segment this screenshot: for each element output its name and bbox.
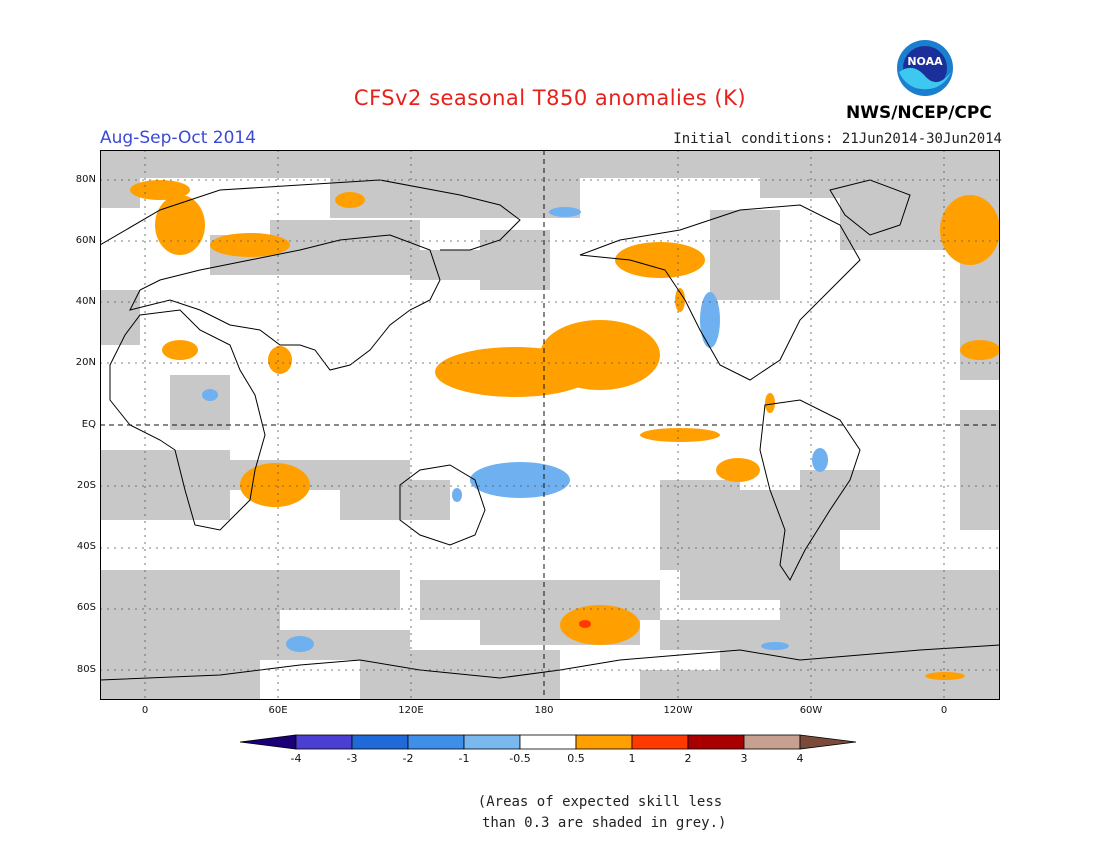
agency-label: NWS/NCEP/CPC	[846, 103, 992, 123]
colorbar-tick-label: -0.5	[509, 752, 531, 765]
lon-label-0: 0	[141, 705, 149, 716]
coastlines	[100, 179, 1000, 681]
lat-label-60s: 60S	[76, 602, 96, 613]
lon-label-60e: 60E	[268, 705, 288, 716]
colorbar-segment-7	[631, 734, 689, 750]
colorbar-segment-8	[687, 734, 745, 750]
lat-label-80n: 80N	[75, 174, 96, 185]
colorbar-tick-label: -1	[458, 752, 470, 765]
skill-note: (Areas of expected skill less than 0.3 a…	[477, 794, 727, 831]
colorbar-segment-9	[743, 734, 801, 750]
lat-label-40n: 40N	[75, 296, 96, 307]
colorbar-tick-label: -2	[402, 752, 414, 765]
colorbar-tick-label: 2	[684, 752, 692, 765]
lat-label-80s: 80S	[76, 664, 96, 675]
colorbar-tick-label: -3	[346, 752, 358, 765]
lon-label-120e: 120E	[398, 705, 424, 716]
equator-dateline	[100, 150, 1000, 700]
colorbar-segment-6	[575, 734, 633, 750]
colorbar-segment-2	[351, 734, 409, 750]
colorbar-tick-label: -4	[290, 752, 302, 765]
anomaly-map	[100, 150, 1000, 700]
hot-anomalies	[579, 620, 591, 628]
low-skill-shading	[100, 150, 1000, 700]
lon-label-180: 180	[534, 705, 554, 716]
initial-conditions-label: Initial conditions: 21Jun2014-30Jun2014	[673, 131, 1002, 147]
season-label: Aug-Sep-Oct 2014	[100, 128, 257, 148]
lat-label-60n: 60N	[75, 235, 96, 246]
lon-label-60w: 60W	[799, 705, 823, 716]
colorbar-tick-label: 0.5	[567, 752, 585, 765]
colorbar-segment-1	[295, 734, 353, 750]
colorbar-tick-label: 1	[628, 752, 636, 765]
colorbar-segment-10	[799, 734, 857, 750]
lat-label-40s: 40S	[76, 541, 96, 552]
cool-anomalies	[202, 207, 828, 652]
colorbar-segment-4	[463, 734, 521, 750]
colorbar-segment-3	[407, 734, 465, 750]
lat-label-20s: 20S	[76, 480, 96, 491]
lat-label-eq: EQ	[81, 419, 96, 430]
colorbar-tick-label: 3	[740, 752, 748, 765]
logo-text: NOAA	[907, 55, 943, 68]
colorbar-segment-5	[519, 734, 577, 750]
chart-title: CFSv2 seasonal T850 anomalies (K)	[353, 86, 747, 110]
lat-label-20n: 20N	[75, 357, 96, 368]
logo: NOAA	[895, 38, 955, 102]
colorbar	[240, 734, 857, 750]
lon-label-120w: 120W	[663, 705, 693, 716]
lon-label-0-right: 0	[940, 705, 948, 716]
colorbar-tick-label: 4	[796, 752, 804, 765]
warm-anomalies	[130, 180, 1000, 680]
colorbar-segment-0	[240, 734, 297, 750]
